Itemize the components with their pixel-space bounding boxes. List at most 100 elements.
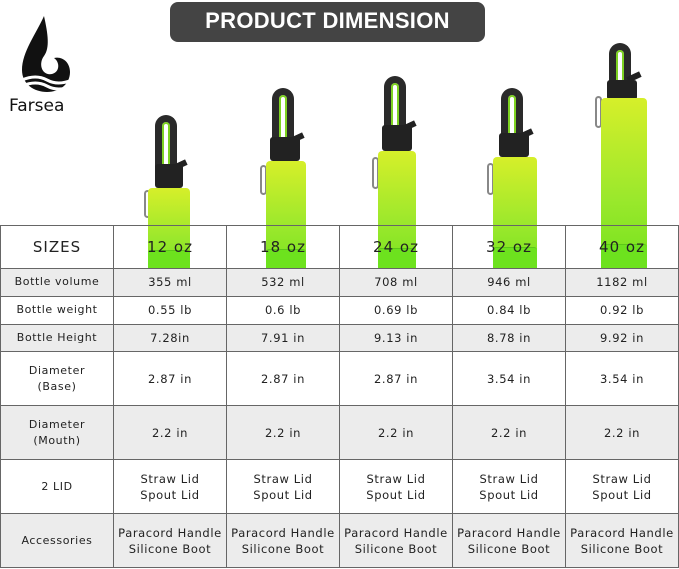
cell-line: Silicone Boot xyxy=(354,541,438,556)
table-cell: Paracord Handle Silicone Boot xyxy=(113,513,227,568)
cell-line: Spout Lid xyxy=(592,487,652,502)
cell-line: Spout Lid xyxy=(140,487,200,502)
cell-line: 0.6 lb xyxy=(264,303,302,318)
row-label: Bottle Height xyxy=(0,323,114,353)
table-cell: 0.55 lb xyxy=(113,295,227,325)
row-label: Diameter (Mouth) xyxy=(0,405,114,461)
cell-line: Paracord Handle xyxy=(570,525,674,540)
cell-line: 2.87 in xyxy=(374,371,418,386)
cell-line: 532 ml xyxy=(261,275,305,290)
table-cell: 355 ml xyxy=(113,268,227,297)
table-cell: 1182 ml xyxy=(565,268,679,297)
product-dimension-banner: PRODUCT DIMENSION xyxy=(170,2,485,42)
cell-line: 7.28in xyxy=(150,330,190,345)
row-label: Bottle weight xyxy=(0,295,114,325)
row-label-line: (Base) xyxy=(37,379,77,393)
cell-line: 3.54 in xyxy=(487,371,531,386)
table-cell: 9.92 in xyxy=(565,323,679,353)
table-cell: 2.2 in xyxy=(565,405,679,461)
header-cell: 32 oz xyxy=(452,225,566,269)
table-cell: 2.2 in xyxy=(226,405,340,461)
table-cell: 2.87 in xyxy=(113,351,227,407)
cell-line: Straw Lid xyxy=(592,471,652,486)
cell-line: 1182 ml xyxy=(596,275,648,290)
cell-line: Spout Lid xyxy=(479,487,539,502)
cell-line: 0.55 lb xyxy=(148,303,192,318)
header-cell: 40 oz xyxy=(565,225,679,269)
cell-line: Straw Lid xyxy=(140,471,200,486)
row-label-line: (Mouth) xyxy=(33,433,81,447)
cell-line: 0.69 lb xyxy=(374,303,418,318)
table-row: Accessories Paracord Handle Silicone Boot P… xyxy=(0,513,679,568)
table-cell: Straw Lid Spout Lid xyxy=(113,459,227,515)
table-cell: Paracord Handle Silicone Boot xyxy=(565,513,679,568)
table-cell: 2.2 in xyxy=(452,405,566,461)
cell-line: Silicone Boot xyxy=(241,541,325,556)
cell-line: Silicone Boot xyxy=(467,541,551,556)
cell-line: Spout Lid xyxy=(366,487,426,502)
cell-line: 708 ml xyxy=(374,275,418,290)
table-cell: Straw Lid Spout Lid xyxy=(226,459,340,515)
row-label: Diameter (Base) xyxy=(0,351,114,407)
table-row: Bottle Height 7.28in 7.91 in 9.13 in 8.78 in… xyxy=(0,323,679,353)
dimension-table: SIZES 12 oz 18 oz 24 oz 32 oz 40 oz Bottle vol… xyxy=(0,225,679,568)
brand-name: Farsea xyxy=(9,96,65,116)
table-cell: Paracord Handle Silicone Boot xyxy=(452,513,566,568)
cell-line: 2.87 in xyxy=(148,371,192,386)
row-label-line: Bottle volume xyxy=(14,275,100,289)
cell-line: Paracord Handle xyxy=(118,525,222,540)
cell-line: 2.2 in xyxy=(490,425,528,440)
table-cell: 0.92 lb xyxy=(565,295,679,325)
table-cell: 3.54 in xyxy=(565,351,679,407)
cell-line: 3.54 in xyxy=(600,371,644,386)
table-cell: 0.6 lb xyxy=(226,295,340,325)
row-label-line: Accessories xyxy=(21,533,93,547)
table-cell: 8.78 in xyxy=(452,323,566,353)
banner-title: PRODUCT DIMENSION xyxy=(205,8,450,33)
wave-drop-logo-icon xyxy=(21,16,73,92)
row-label-line: Diameter xyxy=(28,363,86,377)
table-cell: 0.84 lb xyxy=(452,295,566,325)
cell-line: Silicone Boot xyxy=(128,541,212,556)
table-cell: Straw Lid Spout Lid xyxy=(452,459,566,515)
cell-line: Straw Lid xyxy=(366,471,426,486)
table-cell: 532 ml xyxy=(226,268,340,297)
row-label: Accessories xyxy=(0,513,114,568)
table-row: Diameter (Base) 2.87 in 2.87 in 2.87 in 3.54 … xyxy=(0,351,679,407)
table-cell: Straw Lid Spout Lid xyxy=(339,459,453,515)
header-cell: 24 oz xyxy=(339,225,453,269)
table-row: Bottle volume 355 ml 532 ml 708 ml 946 ml 118… xyxy=(0,268,679,297)
table-cell: Straw Lid Spout Lid xyxy=(565,459,679,515)
table-cell: 2.2 in xyxy=(339,405,453,461)
cell-line: Spout Lid xyxy=(253,487,313,502)
cell-line: 7.91 in xyxy=(261,330,305,345)
table-header-row: SIZES 12 oz 18 oz 24 oz 32 oz 40 oz xyxy=(0,225,679,269)
table-cell: 2.87 in xyxy=(339,351,453,407)
cell-line: 8.78 in xyxy=(487,330,531,345)
cell-line: Paracord Handle xyxy=(457,525,561,540)
table-cell: 3.54 in xyxy=(452,351,566,407)
table-row: 2 LID Straw Lid Spout Lid Straw Lid Spout Li… xyxy=(0,459,679,515)
cell-line: 355 ml xyxy=(148,275,192,290)
cell-line: 2.2 in xyxy=(377,425,415,440)
cell-line: 9.13 in xyxy=(374,330,418,345)
farsea-logo xyxy=(14,14,80,124)
header-cell: 12 oz xyxy=(113,225,227,269)
cell-line: 2.2 in xyxy=(264,425,302,440)
row-label: Bottle volume xyxy=(0,268,114,297)
cell-line: Straw Lid xyxy=(253,471,313,486)
row-label-line: Bottle Height xyxy=(16,330,98,344)
table-cell: Paracord Handle Silicone Boot xyxy=(226,513,340,568)
table-cell: Paracord Handle Silicone Boot xyxy=(339,513,453,568)
table-cell: 7.91 in xyxy=(226,323,340,353)
table-cell: 708 ml xyxy=(339,268,453,297)
cell-line: Paracord Handle xyxy=(344,525,448,540)
table-cell: 0.69 lb xyxy=(339,295,453,325)
cell-line: 0.92 lb xyxy=(600,303,644,318)
cell-line: 0.84 lb xyxy=(487,303,531,318)
table-cell: 946 ml xyxy=(452,268,566,297)
cell-line: Paracord Handle xyxy=(231,525,335,540)
header-cell: SIZES xyxy=(0,225,114,269)
table-row: Diameter (Mouth) 2.2 in 2.2 in 2.2 in 2.2 in 2… xyxy=(0,405,679,461)
table-cell: 2.2 in xyxy=(113,405,227,461)
